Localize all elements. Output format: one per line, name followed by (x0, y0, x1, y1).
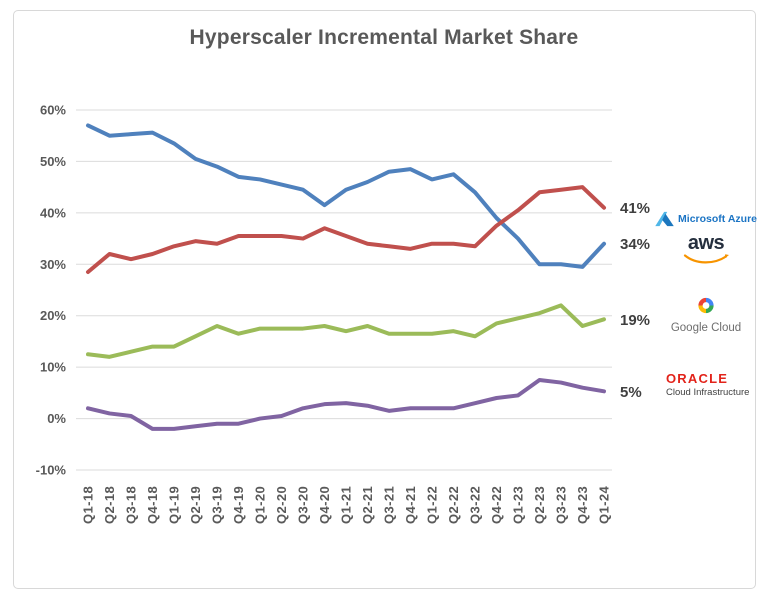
x-tick-label: Q4-20 (317, 486, 332, 524)
aws-logo-wordmark: aws (687, 232, 725, 254)
x-tick-label: Q3-23 (554, 486, 569, 524)
oracle-cloud-infrastructure-label: Cloud Infrastructure (666, 387, 750, 399)
end-value-label-oracle-cloud-infrastructure: 5% (620, 384, 642, 401)
series-lines (86, 123, 606, 431)
y-tick-label: 50% (40, 154, 66, 169)
x-tick-label: Q2-18 (102, 486, 117, 524)
microsoft-azure-label: Microsoft Azure (678, 213, 757, 225)
legend-item-google-cloud: Google Cloud (664, 296, 748, 334)
x-tick-label: Q1-22 (425, 486, 440, 524)
series-line-google-cloud (86, 303, 606, 359)
x-tick-label: Q1-24 (597, 485, 612, 524)
y-tick-label: 10% (40, 360, 66, 375)
end-value-label-microsoft-azure: 41% (620, 200, 650, 217)
x-tick-label: Q2-22 (446, 486, 461, 524)
x-tick-label: Q2-21 (360, 486, 375, 524)
x-tick-label: Q3-18 (124, 486, 139, 524)
series-end-value-labels: 34% 41% 19% 5% (620, 200, 650, 401)
x-axis-tick-labels: Q1-18 Q2-18 Q3-18 Q4-18 Q1-19 Q2-19 Q3-19 Q4-19… (81, 485, 612, 524)
x-tick-label: Q1-21 (339, 486, 354, 524)
x-tick-label: Q3-21 (382, 486, 397, 524)
x-tick-label: Q3-22 (468, 486, 483, 524)
series-line-oracle-cloud-infrastructure (86, 378, 606, 431)
y-tick-label: -10% (36, 463, 67, 478)
x-tick-label: Q4-22 (489, 486, 504, 524)
x-tick-label: Q3-19 (210, 486, 225, 524)
y-tick-label: 60% (40, 103, 66, 118)
aws-smile-arrow-icon (683, 254, 729, 264)
series-line-microsoft-azure (86, 185, 606, 274)
x-tick-label: Q1-19 (167, 486, 182, 524)
series-line-aws (86, 123, 606, 269)
end-value-label-google-cloud: 19% (620, 312, 650, 329)
microsoft-azure-logo-icon (655, 211, 674, 227)
y-tick-label: 30% (40, 257, 66, 272)
gridlines (76, 109, 612, 471)
y-tick-label: 0% (47, 411, 66, 426)
y-tick-label: 40% (40, 205, 66, 220)
x-tick-label: Q2-19 (188, 486, 203, 524)
x-tick-label: Q4-21 (403, 486, 418, 524)
x-tick-label: Q4-18 (145, 486, 160, 524)
x-tick-label: Q1-18 (81, 486, 96, 524)
oracle-logo-wordmark: ORACLE (666, 371, 729, 386)
y-axis-tick-labels: 60% 50% 40% 30% 20% 10% 0% -10% (36, 103, 67, 478)
x-tick-label: Q3-20 (296, 486, 311, 524)
chart-border-frame (13, 10, 756, 589)
x-tick-label: Q1-23 (511, 486, 526, 524)
google-cloud-logo-icon (698, 297, 714, 314)
legend-item-microsoft-azure: Microsoft Azure (655, 207, 757, 231)
y-tick-label: 20% (40, 308, 66, 323)
end-value-label-aws: 34% (620, 236, 650, 253)
legend-item-oracle: ORACLE Cloud Infrastructure (666, 371, 758, 399)
x-tick-label: Q2-23 (532, 486, 547, 524)
x-tick-label: Q4-23 (575, 486, 590, 524)
x-tick-label: Q1-20 (253, 486, 268, 524)
x-tick-label: Q4-19 (231, 486, 246, 524)
chart-title: Hyperscaler Incremental Market Share (189, 26, 579, 49)
google-cloud-label: Google Cloud (670, 322, 742, 334)
x-tick-label: Q2-20 (274, 486, 289, 524)
legend-item-aws: aws (682, 233, 730, 271)
